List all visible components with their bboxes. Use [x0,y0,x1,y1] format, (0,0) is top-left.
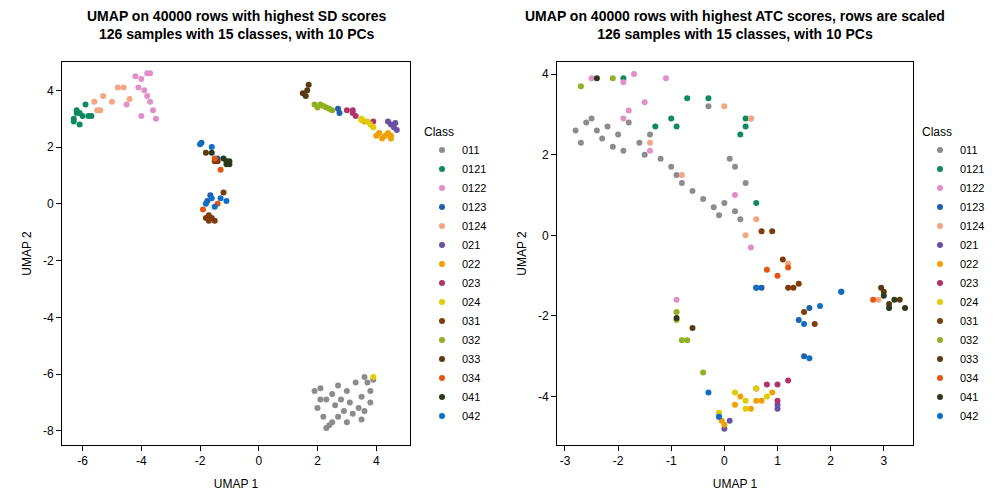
svg-text:2: 2 [827,454,834,468]
svg-text:0122: 0122 [960,182,984,194]
svg-text:024: 024 [462,296,480,308]
svg-text:Class: Class [424,125,454,139]
svg-text:011: 011 [462,144,480,156]
svg-text:042: 042 [960,410,978,422]
svg-text:-3: -3 [560,454,571,468]
svg-text:0123: 0123 [960,201,984,213]
svg-text:4: 4 [542,67,549,81]
svg-text:1: 1 [774,454,781,468]
svg-text:041: 041 [462,391,480,403]
svg-text:-6: -6 [43,367,54,381]
svg-text:-4: -4 [538,390,549,404]
svg-text:0: 0 [47,197,54,211]
svg-text:011: 011 [960,144,978,156]
svg-text:0: 0 [542,229,549,243]
svg-text:033: 033 [960,353,978,365]
svg-text:021: 021 [960,239,978,251]
svg-text:0: 0 [255,454,262,468]
svg-text:0123: 0123 [462,201,486,213]
svg-text:-4: -4 [43,311,54,325]
svg-text:4: 4 [373,454,380,468]
svg-text:032: 032 [462,334,480,346]
svg-text:031: 031 [462,315,480,327]
svg-text:UMAP on 40000 rows with highes: UMAP on 40000 rows with highest ATC scor… [525,8,945,42]
svg-text:023: 023 [462,277,480,289]
svg-text:0124: 0124 [960,220,984,232]
svg-text:0121: 0121 [960,163,984,175]
svg-text:2: 2 [314,454,321,468]
svg-text:041: 041 [960,391,978,403]
svg-text:0: 0 [721,454,728,468]
svg-text:-8: -8 [43,424,54,438]
svg-text:UMAP 2: UMAP 2 [515,231,529,276]
svg-text:-4: -4 [136,454,147,468]
svg-text:-2: -2 [195,454,206,468]
svg-text:2: 2 [542,148,549,162]
svg-text:042: 042 [462,410,480,422]
svg-text:022: 022 [960,258,978,270]
svg-text:034: 034 [960,372,978,384]
svg-text:3: 3 [880,454,887,468]
svg-text:034: 034 [462,372,480,384]
svg-text:-2: -2 [43,254,54,268]
svg-text:023: 023 [960,277,978,289]
svg-text:-2: -2 [538,309,549,323]
svg-text:024: 024 [960,296,978,308]
svg-text:UMAP 1: UMAP 1 [214,477,259,491]
svg-text:UMAP on 40000 rows with highes: UMAP on 40000 rows with highest SD score… [87,8,386,42]
svg-text:0121: 0121 [462,163,486,175]
svg-text:031: 031 [960,315,978,327]
svg-text:UMAP 1: UMAP 1 [713,477,758,491]
svg-text:4: 4 [47,84,54,98]
svg-text:Class: Class [922,125,952,139]
svg-text:0124: 0124 [462,220,486,232]
svg-text:2: 2 [47,140,54,154]
svg-text:-1: -1 [666,454,677,468]
svg-text:0122: 0122 [462,182,486,194]
svg-text:022: 022 [462,258,480,270]
svg-text:UMAP 2: UMAP 2 [20,231,34,276]
svg-text:-6: -6 [77,454,88,468]
svg-text:033: 033 [462,353,480,365]
svg-text:-2: -2 [613,454,624,468]
svg-text:021: 021 [462,239,480,251]
svg-text:032: 032 [960,334,978,346]
